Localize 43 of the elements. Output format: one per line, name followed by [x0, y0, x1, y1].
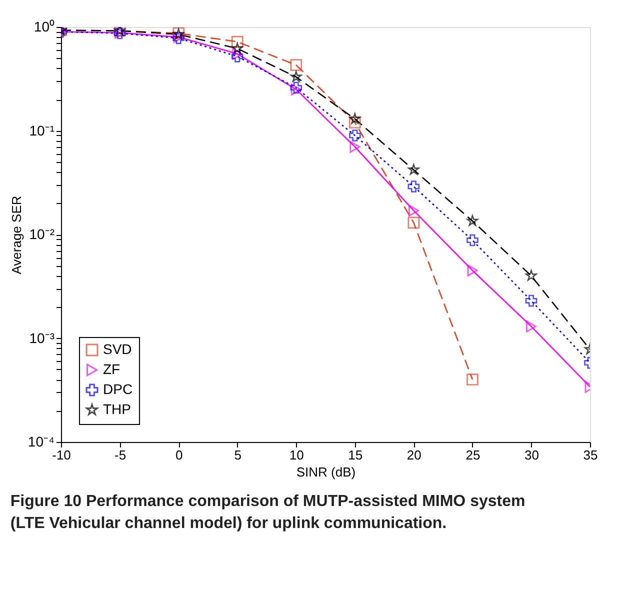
x-tick-label: 0: [175, 448, 183, 462]
point: [467, 264, 478, 276]
x-tick-label: -10: [52, 448, 71, 462]
y-tick-label: 10⁰: [34, 18, 54, 34]
x-tick-label: -5: [114, 448, 126, 462]
legend-label: SVD: [103, 341, 132, 357]
y-tick-label: 10⁻²: [29, 226, 55, 242]
point: [526, 270, 537, 281]
y-tick-label: 10⁻³: [29, 330, 55, 346]
point: [408, 204, 419, 216]
point: [349, 113, 361, 124]
point: [408, 164, 420, 175]
point: [231, 36, 244, 48]
x-tick-label: 5: [234, 448, 242, 462]
point: [232, 48, 243, 60]
x-tick-label: 35: [583, 448, 598, 462]
point: [232, 42, 243, 54]
point: [466, 374, 478, 386]
point: [290, 71, 302, 82]
legend-label: THP: [103, 401, 131, 417]
x-tick-label: 15: [348, 448, 363, 462]
point: [348, 130, 361, 142]
point: [526, 320, 536, 332]
point: [466, 215, 478, 226]
x-axis-title: SINR (dB): [296, 464, 356, 480]
point: [408, 180, 420, 192]
point: [348, 116, 361, 128]
legend-label: DPC: [103, 381, 133, 397]
point: [525, 294, 538, 307]
y-axis-title: Average SER: [8, 196, 24, 274]
y-tick-label: 10⁻¹: [29, 122, 55, 138]
point: [466, 234, 478, 246]
point: [350, 140, 360, 153]
x-tick-label: 20: [406, 448, 422, 462]
x-tick-label: 30: [524, 448, 539, 462]
legend-label: ZF: [103, 361, 120, 377]
caption: Figure 10 Performance comparison of MUTP-assisted MIMO system (LTE Vehicular channel model) for uplink communication.: [10, 493, 526, 532]
x-tick-label: 10: [289, 448, 304, 462]
point: [290, 59, 302, 71]
y-tick-label: 10⁻⁴: [28, 434, 54, 450]
point: [408, 216, 420, 229]
point: [231, 50, 244, 62]
x-tick-label: 25: [466, 448, 480, 462]
